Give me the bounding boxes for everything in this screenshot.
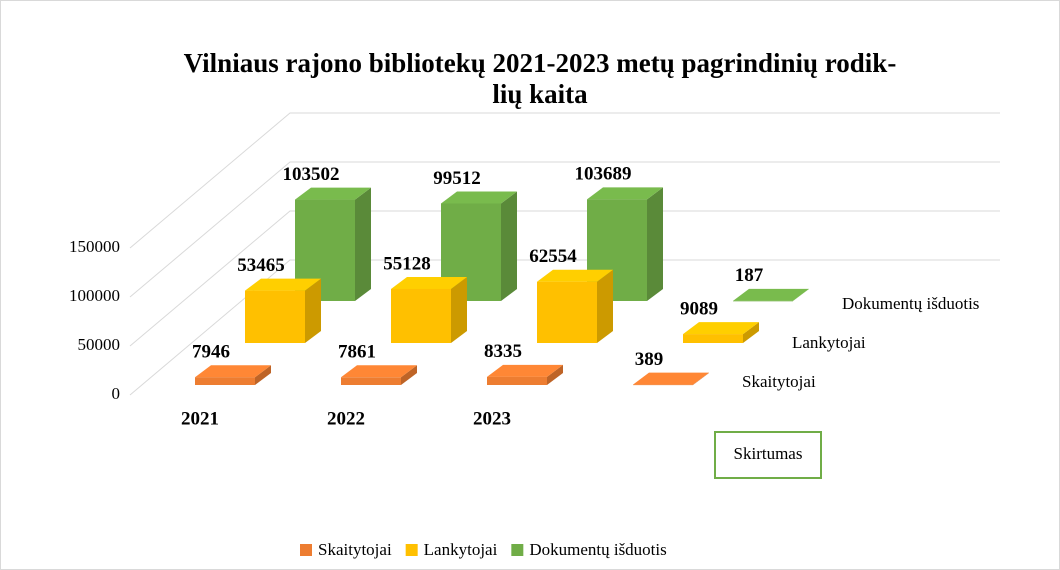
bar-top <box>295 187 371 200</box>
chart-title: Vilniaus rajono bibliotekų 2021-2023 met… <box>184 48 897 78</box>
bar-top <box>195 365 271 378</box>
bar-side <box>255 365 271 385</box>
data-label: 187 <box>735 265 764 286</box>
grid-line <box>129 210 1000 347</box>
data-label: 389 <box>635 349 664 370</box>
bar <box>633 384 693 386</box>
legend-label: Skaitytojai <box>318 540 392 559</box>
bar-top <box>683 322 759 335</box>
data-label: 9089 <box>680 298 718 319</box>
data-label: 99512 <box>433 168 481 189</box>
y-tick-label: 0 <box>112 384 121 403</box>
bar <box>487 376 547 385</box>
bar <box>683 334 743 343</box>
legend-swatch <box>300 544 312 556</box>
bar-side <box>451 276 467 343</box>
legend-swatch <box>511 544 524 556</box>
grid-line <box>129 112 1000 249</box>
bar <box>245 290 305 343</box>
bar <box>391 288 451 343</box>
bar-top <box>537 269 613 282</box>
x-tick-label: 2022 <box>327 408 365 429</box>
x-tick-label: 2023 <box>473 408 511 429</box>
y-tick-label: 50000 <box>78 335 121 354</box>
data-label: 7861 <box>338 342 376 363</box>
bar-side <box>597 269 613 343</box>
bar-side <box>647 187 663 301</box>
legend-label: Lankytojai <box>424 540 498 559</box>
bar-side <box>793 288 809 301</box>
data-label: 103689 <box>575 164 632 185</box>
bar-top <box>487 364 563 377</box>
grid-line <box>129 161 1000 298</box>
bar-top <box>587 187 663 200</box>
legend-label: Dokumentų išduotis <box>529 540 666 559</box>
data-label: 103502 <box>283 164 340 185</box>
data-label: 53465 <box>237 255 285 276</box>
data-label: 7946 <box>192 342 230 363</box>
bar-side <box>305 278 321 343</box>
bar <box>733 300 793 302</box>
bar-side <box>501 191 517 301</box>
data-label: 55128 <box>383 253 431 274</box>
y-tick-label: 150000 <box>69 237 120 256</box>
bar-side <box>743 322 759 343</box>
bar <box>341 377 401 385</box>
bar-side <box>401 365 417 385</box>
y-tick-label: 100000 <box>69 286 120 305</box>
bar-top <box>733 288 809 301</box>
bar-side <box>355 187 371 301</box>
series-axis-label: Lankytojai <box>792 333 866 352</box>
data-label: 62554 <box>529 246 577 267</box>
bar-top <box>341 365 417 378</box>
legend-swatch <box>405 544 418 556</box>
data-label: 8335 <box>484 341 522 362</box>
bar-top <box>633 372 709 385</box>
series-axis-label: Skaitytojai <box>742 372 816 391</box>
grid-line <box>129 259 1000 396</box>
category-box <box>714 431 822 479</box>
bar <box>537 281 597 343</box>
x-tick-label: Skirtumas <box>734 444 803 463</box>
series-axis-label: Dokumentų išduotis <box>842 294 979 313</box>
chart-title: lių kaita <box>492 79 588 109</box>
bar <box>195 377 255 385</box>
x-tick-label: 2021 <box>181 408 219 429</box>
bar-top <box>391 276 467 289</box>
bar-top <box>441 191 517 204</box>
bar-side <box>693 372 709 385</box>
bar-side <box>547 364 563 385</box>
bar-top <box>245 278 321 291</box>
